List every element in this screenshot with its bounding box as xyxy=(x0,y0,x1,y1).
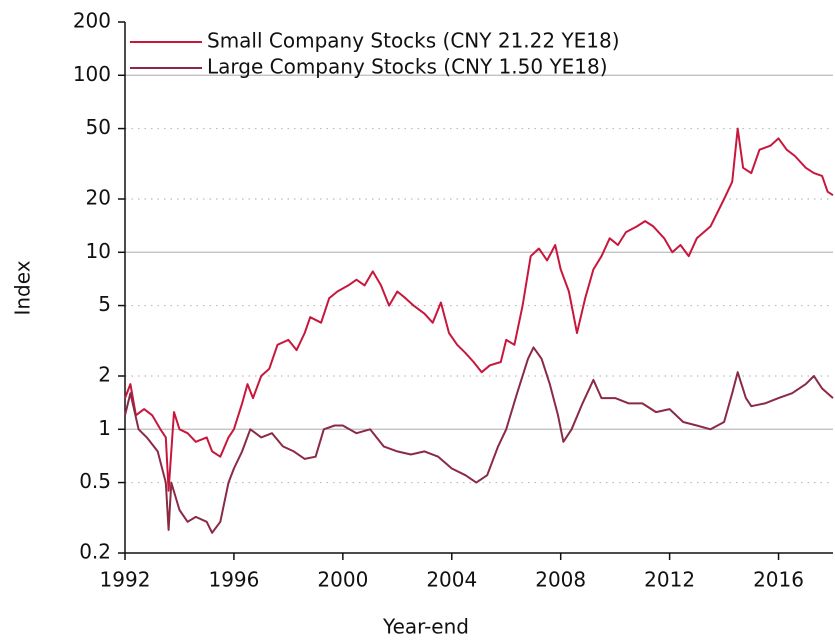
x-tick-label: 2004 xyxy=(426,568,477,592)
y-tick-label: 0.2 xyxy=(79,540,111,564)
legend-label: Large Company Stocks (CNY 1.50 YE18) xyxy=(207,55,608,79)
x-tick-label: 2012 xyxy=(644,568,695,592)
series-line xyxy=(124,127,834,492)
y-tick-label: 20 xyxy=(86,186,111,210)
x-tick-label: 1992 xyxy=(100,568,151,592)
series-line xyxy=(124,346,834,534)
legend-label: Small Company Stocks (CNY 21.22 YE18) xyxy=(207,29,620,53)
y-tick-label: 1 xyxy=(98,416,111,440)
y-tick-label: 2 xyxy=(98,363,111,387)
y-tick-label: 100 xyxy=(73,62,111,86)
x-tick-label: 2016 xyxy=(753,568,804,592)
y-tick-label: 10 xyxy=(86,239,111,263)
x-tick-label: 2000 xyxy=(317,568,368,592)
y-tick-label: 0.5 xyxy=(79,469,111,493)
y-tick-label: 5 xyxy=(98,292,111,316)
x-tick-label: 1996 xyxy=(208,568,259,592)
y-tick-label: 200 xyxy=(73,9,111,33)
y-tick-label: 50 xyxy=(86,115,111,139)
y-axis-label: Index xyxy=(11,260,35,315)
x-axis-label: Year-end xyxy=(382,615,469,639)
x-tick-label: 2008 xyxy=(535,568,586,592)
